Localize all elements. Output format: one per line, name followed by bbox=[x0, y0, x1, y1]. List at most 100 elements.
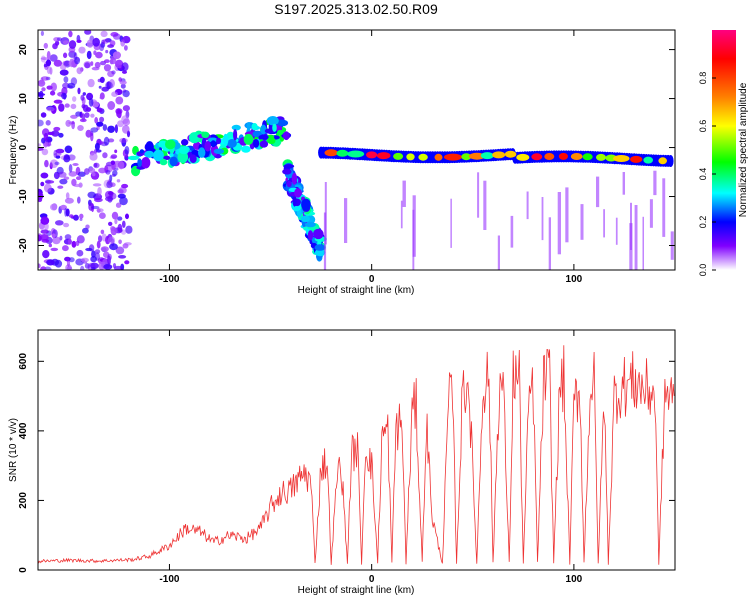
heatmap-speck bbox=[84, 30, 92, 35]
heatmap-speck bbox=[38, 263, 41, 269]
heatmap-speck bbox=[41, 76, 49, 81]
heatmap-speck bbox=[86, 50, 92, 60]
heatmap-speck bbox=[58, 132, 64, 138]
heatmap-signal-drop bbox=[282, 159, 327, 262]
heatmap-track-peak bbox=[504, 150, 517, 158]
heatmap-speck bbox=[45, 59, 52, 67]
colorbar-tick-label: 0.8 bbox=[698, 72, 708, 85]
heatmap-streak bbox=[412, 209, 415, 270]
heatmap-blob bbox=[216, 137, 222, 145]
heatmap-speck bbox=[78, 46, 86, 54]
heatmap-speck bbox=[58, 103, 65, 112]
heatmap-speck bbox=[40, 172, 49, 179]
heatmap-track-peak bbox=[336, 149, 349, 157]
heatmap-speck bbox=[50, 203, 57, 211]
heatmap-speck bbox=[114, 167, 119, 171]
heatmap-speck bbox=[52, 43, 58, 50]
spectrogram-ylabel: Frequency (Hz) bbox=[8, 116, 19, 185]
colorbar-tick-label: 0.6 bbox=[698, 120, 708, 133]
heatmap-speck bbox=[51, 130, 60, 137]
heatmap-speck bbox=[91, 101, 99, 108]
heatmap-blob bbox=[144, 150, 155, 158]
heatmap-speck bbox=[91, 250, 96, 258]
heatmap-speck bbox=[38, 92, 42, 97]
y-tick-label: 0 bbox=[18, 144, 29, 150]
heatmap-speck bbox=[93, 162, 100, 169]
heatmap-streak bbox=[630, 202, 632, 250]
heatmap-speck bbox=[100, 30, 108, 38]
x-tick-label: 100 bbox=[566, 274, 583, 285]
heatmap-streak bbox=[642, 216, 644, 270]
heatmap-speck bbox=[46, 50, 51, 60]
heatmap-speck bbox=[115, 96, 124, 105]
heatmap-blob bbox=[272, 123, 277, 132]
heatmap-streak bbox=[557, 192, 561, 255]
figure-title: S197.2025.313.02.50.R09 bbox=[274, 1, 438, 17]
heatmap-speck bbox=[112, 51, 121, 60]
heatmap-speck bbox=[117, 216, 123, 221]
heatmap-speck bbox=[116, 179, 121, 183]
heatmap-speck bbox=[59, 178, 68, 185]
heatmap-track-peak bbox=[376, 152, 391, 160]
heatmap-speck bbox=[49, 159, 59, 168]
heatmap-speck bbox=[80, 94, 85, 101]
heatmap-speck bbox=[96, 240, 101, 249]
heatmap-speck bbox=[113, 33, 121, 40]
x-tick-label: -100 bbox=[159, 574, 179, 585]
heatmap-speck bbox=[98, 262, 106, 270]
heatmap-track-peak bbox=[393, 152, 404, 160]
heatmap-speck bbox=[63, 155, 71, 163]
heatmap-speck bbox=[118, 239, 122, 245]
heatmap-speck bbox=[76, 67, 83, 75]
heatmap-speck bbox=[43, 42, 48, 49]
heatmap-speck bbox=[80, 257, 89, 263]
heatmap-speck bbox=[107, 125, 115, 133]
heatmap-streak bbox=[497, 235, 500, 270]
heatmap-speck bbox=[109, 243, 118, 251]
heatmap-blob bbox=[301, 198, 311, 211]
heatmap-speck bbox=[110, 154, 118, 159]
spectrogram-frame bbox=[37, 29, 676, 271]
heatmap-signal-track-a bbox=[128, 116, 292, 177]
heatmap-speck bbox=[117, 189, 124, 194]
heatmap-speck bbox=[115, 246, 125, 255]
heatmap-speck bbox=[118, 77, 122, 82]
heatmap-speck bbox=[38, 234, 42, 242]
heatmap-speck bbox=[110, 160, 116, 166]
heatmap-streak bbox=[400, 200, 403, 229]
heatmap-streak bbox=[580, 204, 584, 240]
heatmap-blob bbox=[177, 151, 189, 163]
colorbar-gradient bbox=[712, 30, 736, 270]
heatmap-blob bbox=[159, 158, 168, 166]
heatmap-speck bbox=[119, 196, 128, 206]
heatmap-track-peak bbox=[516, 153, 530, 161]
heatmap-track-peak bbox=[582, 153, 593, 161]
heatmap-speck bbox=[79, 118, 87, 123]
y-tick-label: 600 bbox=[18, 353, 29, 370]
colorbar-label: Normalized spectral amplitude bbox=[738, 82, 749, 217]
heatmap-speck bbox=[100, 60, 106, 66]
heatmap-speck bbox=[76, 39, 82, 43]
y-tick-label: 20 bbox=[18, 44, 29, 56]
heatmap-speck bbox=[38, 197, 43, 203]
heatmap-speck bbox=[68, 238, 72, 245]
heatmap-streak bbox=[483, 180, 487, 230]
heatmap-blob bbox=[223, 133, 229, 146]
heatmap-track-peak bbox=[418, 153, 428, 161]
snr-ylabel: SNR (10 * v/v) bbox=[8, 418, 19, 482]
heatmap-speck bbox=[84, 62, 91, 69]
heatmap-speck bbox=[57, 185, 64, 189]
heatmap-speck bbox=[124, 260, 130, 265]
heatmap-blob bbox=[300, 215, 310, 223]
heatmap-speck bbox=[68, 164, 73, 173]
heatmap-speck bbox=[53, 126, 61, 132]
x-tick-label: -100 bbox=[159, 274, 179, 285]
heatmap-speck bbox=[97, 208, 101, 213]
heatmap-blob bbox=[201, 131, 210, 138]
heatmap-streak bbox=[323, 212, 327, 270]
heatmap-speck bbox=[117, 193, 126, 199]
heatmap-speck bbox=[114, 124, 118, 134]
heatmap-speck bbox=[125, 225, 133, 234]
heatmap-speck bbox=[103, 64, 112, 72]
